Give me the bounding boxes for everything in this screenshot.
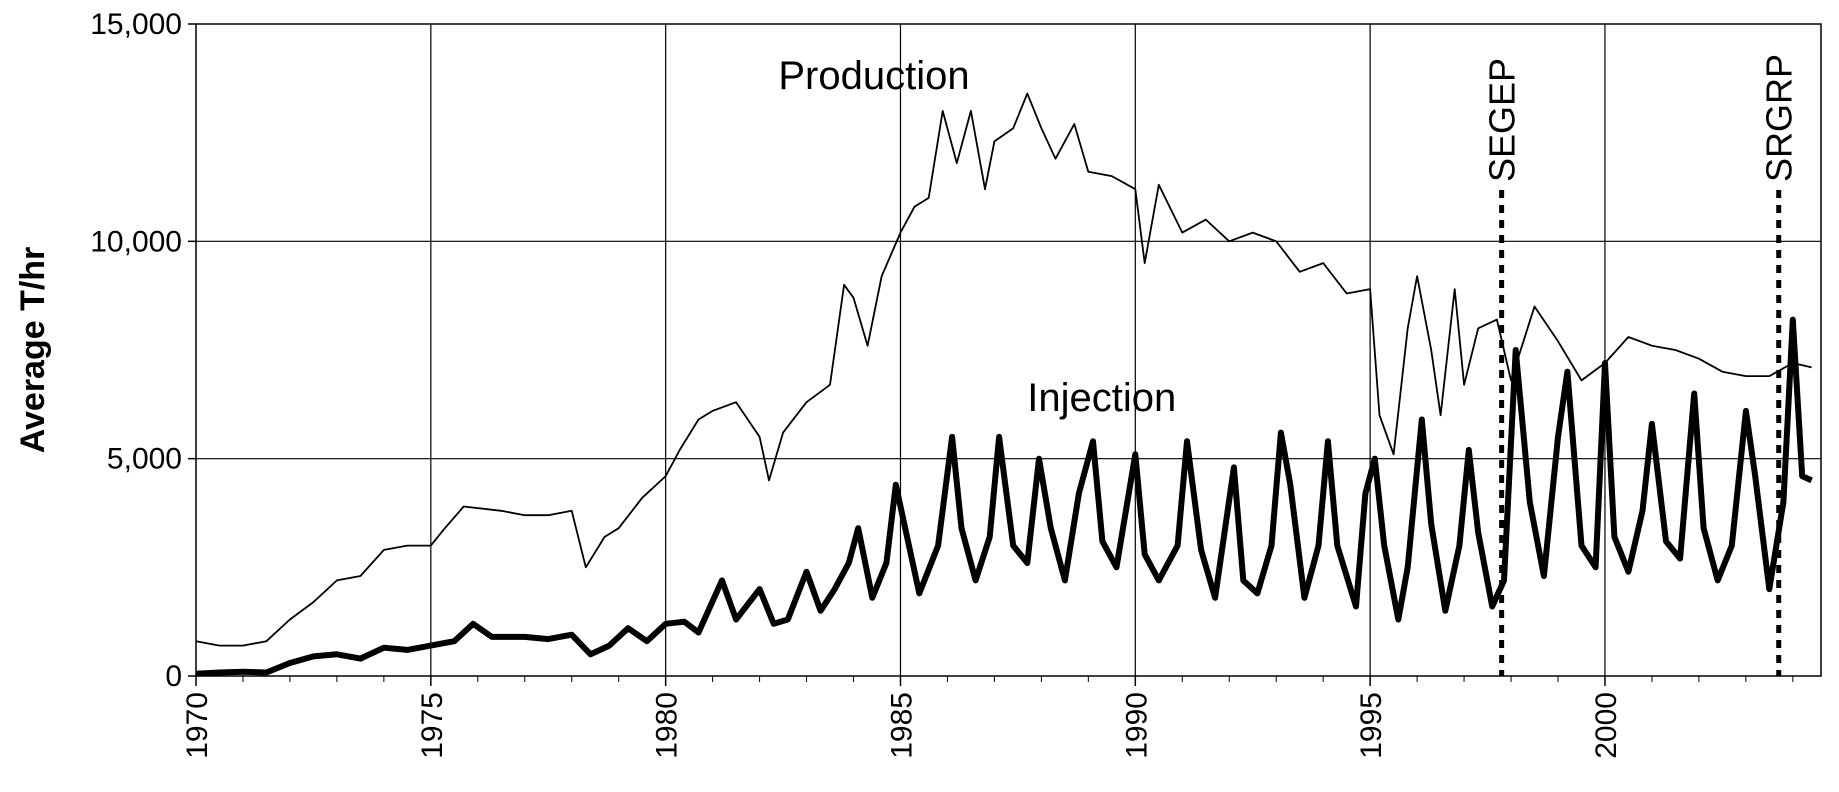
- event-label-srgrp: SRGRP: [1759, 54, 1800, 182]
- x-tick-label: 1980: [651, 692, 684, 759]
- y-tick-label: 0: [165, 660, 182, 693]
- chart-labels: 0 5,000 10,000 15,000 1970 1975 1980 1985 1990 19…: [90, 8, 1623, 759]
- series-label-production: Production: [778, 54, 969, 98]
- event-label-segep: SEGEP: [1482, 58, 1523, 182]
- series-line-injection: [195, 316, 1813, 677]
- x-tick-label: 1975: [416, 692, 449, 759]
- series-label-injection: Injection: [1027, 376, 1176, 420]
- gridlines: [196, 24, 1821, 676]
- x-tick-label: 1990: [1120, 692, 1153, 759]
- axis-ticks: [188, 23, 1794, 686]
- x-tick-label: 1995: [1355, 692, 1388, 759]
- x-tick-label: 2000: [1590, 692, 1623, 759]
- series-line-production: [195, 92, 1812, 647]
- x-tick-label: 1970: [181, 692, 214, 759]
- event-markers: SEGEP SRGRP: [1482, 54, 1800, 676]
- y-tick-label: 10,000: [90, 225, 182, 258]
- y-tick-label: 15,000: [90, 8, 182, 41]
- series-lines: [195, 92, 1813, 677]
- plot-area: [195, 23, 1822, 677]
- y-tick-label: 5,000: [107, 443, 182, 476]
- x-tick-label: 1985: [885, 692, 918, 759]
- y-axis-title: Average T/hr: [14, 247, 52, 454]
